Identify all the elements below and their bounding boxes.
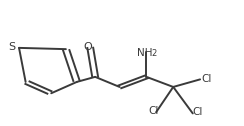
Text: 2: 2 (151, 49, 156, 58)
Text: Cl: Cl (201, 74, 211, 84)
Text: NH: NH (137, 48, 153, 58)
Text: Cl: Cl (149, 106, 159, 116)
Text: Cl: Cl (193, 107, 203, 117)
Text: O: O (83, 42, 92, 52)
Text: S: S (9, 42, 16, 52)
